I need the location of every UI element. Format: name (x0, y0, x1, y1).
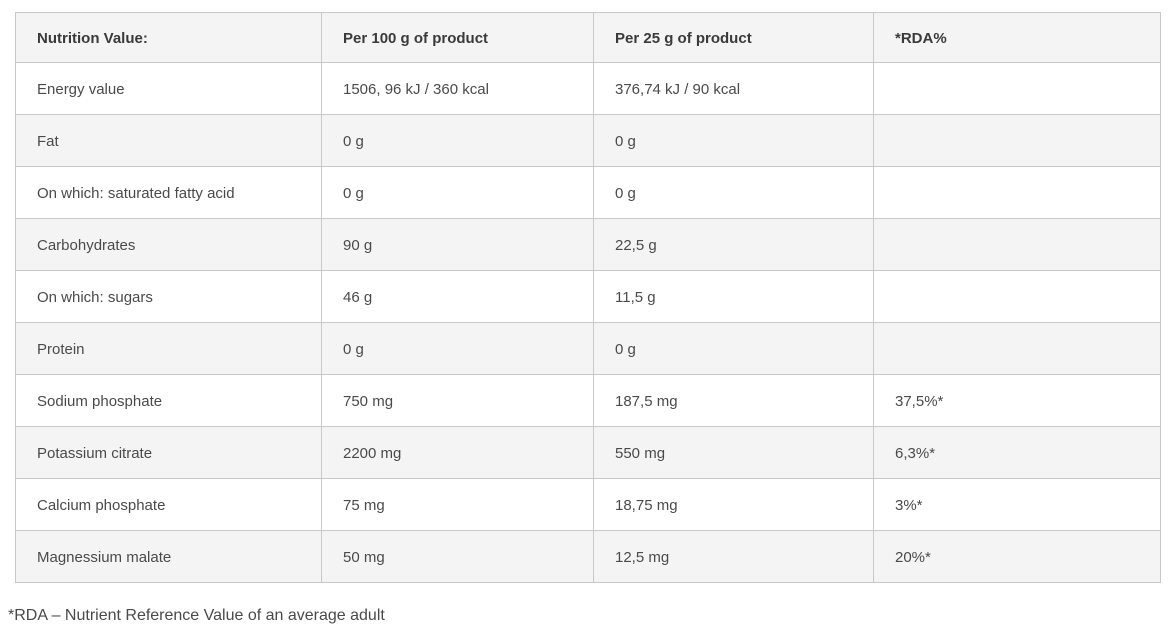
table-row-potassium-citrate: Potassium citrate 2200 mg 550 mg 6,3%* (15, 426, 1161, 479)
rda-value: 3%* (873, 478, 1161, 531)
per-100g-value: 0 g (321, 114, 594, 167)
rda-value: 37,5%* (873, 374, 1161, 427)
per-100g-value: 1506, 96 kJ / 360 kcal (321, 62, 594, 115)
per-25g-value: 0 g (593, 322, 874, 375)
table-row-sodium-phosphate: Sodium phosphate 750 mg 187,5 mg 37,5%* (15, 374, 1161, 427)
table-row-calcium-phosphate: Calcium phosphate 75 mg 18,75 mg 3%* (15, 478, 1161, 531)
per-25g-value: 22,5 g (593, 218, 874, 271)
per-100g-value: 0 g (321, 322, 594, 375)
nutrient-name: Fat (15, 114, 322, 167)
per-25g-value: 11,5 g (593, 270, 874, 323)
per-25g-value: 0 g (593, 166, 874, 219)
nutrient-name: Energy value (15, 62, 322, 115)
rda-value: 6,3%* (873, 426, 1161, 479)
per-25g-value: 550 mg (593, 426, 874, 479)
rda-value (873, 166, 1161, 219)
per-100g-value: 0 g (321, 166, 594, 219)
table-row-protein: Protein 0 g 0 g (15, 322, 1161, 375)
per-100g-value: 750 mg (321, 374, 594, 427)
header-rda-percent: *RDA% (873, 12, 1161, 63)
table-row-saturated-fatty-acid: On which: saturated fatty acid 0 g 0 g (15, 166, 1161, 219)
table-row-magnessium-malate: Magnessium malate 50 mg 12,5 mg 20%* (15, 530, 1161, 583)
rda-value (873, 114, 1161, 167)
table-row-energy-value: Energy value 1506, 96 kJ / 360 kcal 376,… (15, 62, 1161, 115)
per-100g-value: 46 g (321, 270, 594, 323)
nutrient-name: Potassium citrate (15, 426, 322, 479)
rda-value: 20%* (873, 530, 1161, 583)
per-25g-value: 18,75 mg (593, 478, 874, 531)
table-row-carbohydrates: Carbohydrates 90 g 22,5 g (15, 218, 1161, 271)
per-25g-value: 12,5 mg (593, 530, 874, 583)
rda-value (873, 218, 1161, 271)
nutrient-name: Calcium phosphate (15, 478, 322, 531)
header-nutrition-value: Nutrition Value: (15, 12, 322, 63)
per-25g-value: 376,74 kJ / 90 kcal (593, 62, 874, 115)
rda-footnote: *RDA – Nutrient Reference Value of an av… (8, 607, 385, 624)
nutrient-name: Sodium phosphate (15, 374, 322, 427)
table-header-row: Nutrition Value: Per 100 g of product Pe… (15, 12, 1161, 63)
per-25g-value: 0 g (593, 114, 874, 167)
table-row-fat: Fat 0 g 0 g (15, 114, 1161, 167)
rda-value (873, 270, 1161, 323)
nutrient-name: Magnessium malate (15, 530, 322, 583)
per-100g-value: 90 g (321, 218, 594, 271)
per-100g-value: 50 mg (321, 530, 594, 583)
per-100g-value: 2200 mg (321, 426, 594, 479)
nutrient-name: On which: sugars (15, 270, 322, 323)
per-100g-value: 75 mg (321, 478, 594, 531)
rda-value (873, 62, 1161, 115)
rda-value (873, 322, 1161, 375)
header-per-25g: Per 25 g of product (593, 12, 874, 63)
nutrient-name: Protein (15, 322, 322, 375)
header-per-100g: Per 100 g of product (321, 12, 594, 63)
nutrient-name: Carbohydrates (15, 218, 322, 271)
table-row-sugars: On which: sugars 46 g 11,5 g (15, 270, 1161, 323)
nutrient-name: On which: saturated fatty acid (15, 166, 322, 219)
nutrition-table: Nutrition Value: Per 100 g of product Pe… (15, 12, 1161, 583)
per-25g-value: 187,5 mg (593, 374, 874, 427)
